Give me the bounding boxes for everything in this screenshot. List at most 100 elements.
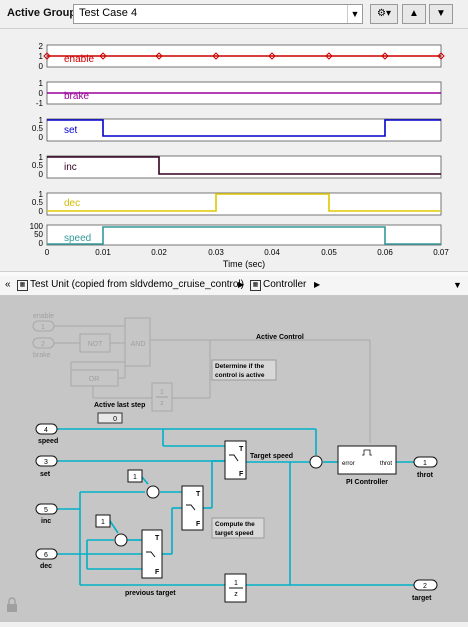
triangle-up-icon: ▲ <box>409 8 419 19</box>
determine-annotation-1: Determine if the <box>215 363 265 370</box>
active-group-value: Test Case 4 <box>79 7 138 19</box>
inport-speed[interactable]: 4 speed <box>35 423 58 445</box>
chevron-down-icon[interactable]: ▼ <box>347 5 362 23</box>
double-chevron-left-icon[interactable]: « <box>5 279 11 290</box>
triangle-down-icon: ▼ <box>436 8 446 19</box>
inport-enable[interactable]: 1 enable <box>32 313 55 332</box>
breadcrumb-child[interactable]: Controller <box>263 279 307 290</box>
dropdown-arrow-icon[interactable]: ▼ <box>453 280 462 290</box>
inport-dec[interactable]: 6 dec <box>35 548 58 570</box>
determine-note-box <box>211 359 277 381</box>
y-tick: 0 <box>39 239 44 248</box>
track-label-speed: speed <box>64 233 91 244</box>
breadcrumb: « ▦ Test Unit (copied from sldvdemo_crui… <box>0 276 468 296</box>
switch-t: T <box>239 446 244 453</box>
inport-brake[interactable]: 2 brake <box>32 337 55 359</box>
outport-target[interactable]: 2 target <box>412 579 438 602</box>
settings-button[interactable]: ⚙▾ <box>370 4 398 24</box>
unit-delay-block[interactable]: 1 z <box>224 573 247 603</box>
y-tick: 1 <box>39 116 44 125</box>
y-tick: 0 <box>39 207 44 216</box>
subsystem-icon: ▦ <box>17 280 28 291</box>
subsystem-icon: ▦ <box>250 280 261 291</box>
delay-den: z <box>234 591 238 598</box>
or-label: OR <box>89 376 100 383</box>
model-canvas[interactable]: NOT AND OR 1 z 1 enable 2 brake Active C… <box>0 296 468 622</box>
and-block[interactable]: AND <box>124 317 151 367</box>
switch-t: T <box>155 535 160 542</box>
move-down-button[interactable]: ▼ <box>429 4 453 24</box>
port-name: target <box>412 595 432 602</box>
compute-note-box <box>211 517 265 539</box>
sum-block-3[interactable] <box>309 455 323 469</box>
port-num: 2 <box>423 583 427 590</box>
track-label-set: set <box>64 125 78 136</box>
breadcrumb-root[interactable]: Test Unit (copied from sldvdemo_cruise_c… <box>30 279 244 290</box>
switch-t: T <box>196 491 201 498</box>
inport-set[interactable]: 3 set <box>35 455 58 478</box>
toolbar: Active Group: Test Case 4 ▼ ⚙▾ ▲ ▼ <box>0 0 468 29</box>
track-enable: enable 2 1 0 <box>39 42 445 71</box>
port-num: 2 <box>41 341 45 348</box>
switch-block-1[interactable]: T F <box>224 440 247 480</box>
port-name: inc <box>41 518 51 525</box>
track-label-dec: dec <box>64 198 80 209</box>
port-name: throt <box>417 472 434 479</box>
target-speed-annotation: Target speed <box>250 453 293 460</box>
splitter[interactable] <box>0 271 468 276</box>
y-tick: 1 <box>39 52 44 61</box>
port-name: dec <box>40 563 52 570</box>
not-label: NOT <box>88 341 104 348</box>
signal-plot-area: enable 2 1 0 brake 1 0 -1 set 1 0.5 0 in… <box>0 29 468 270</box>
constant-block-2[interactable]: 1 <box>95 514 111 528</box>
inport-inc[interactable]: 5 inc <box>35 503 58 525</box>
port-name: enable <box>33 313 54 320</box>
not-block[interactable]: NOT <box>79 333 111 353</box>
sum-block-1[interactable] <box>146 485 160 499</box>
port-num: 1 <box>41 324 45 331</box>
unit-delay-ghost[interactable]: 1 z <box>151 382 173 412</box>
y-tick: 1 <box>39 190 44 199</box>
active-last-step-annotation: Active last step <box>94 402 145 409</box>
y-tick: -1 <box>36 99 44 108</box>
y-tick: 1 <box>39 79 44 88</box>
constant-block-1[interactable]: 1 <box>127 469 143 483</box>
outport-throt[interactable]: 1 throt <box>413 456 438 479</box>
x-axis: 0 0.01 0.02 0.03 0.04 0.05 0.06 0.07 <box>45 248 450 257</box>
y-tick: 0 <box>39 133 44 142</box>
lock-icon[interactable] <box>7 597 17 612</box>
x-tick: 0.03 <box>208 248 224 257</box>
chevron-right-icon: ▶ <box>314 280 321 289</box>
delay-num: 1 <box>234 580 238 587</box>
switch-f: F <box>239 471 244 478</box>
signal-plots-svg: enable 2 1 0 brake 1 0 -1 set 1 0.5 0 in… <box>30 42 450 269</box>
x-tick: 0.07 <box>433 248 449 257</box>
display-block[interactable]: 0 <box>97 412 123 424</box>
or-block[interactable]: OR <box>70 369 119 387</box>
switch-f: F <box>155 569 160 576</box>
active-group-select[interactable]: Test Case 4 ▼ <box>73 4 363 24</box>
move-up-button[interactable]: ▲ <box>402 4 426 24</box>
y-tick: 0.5 <box>32 161 44 170</box>
model-diagram-svg: NOT AND OR 1 z 1 enable 2 brake Active C… <box>7 313 438 612</box>
x-tick: 0.04 <box>264 248 280 257</box>
y-tick: 0.5 <box>32 198 44 207</box>
track-label-inc: inc <box>64 162 77 173</box>
port-name: set <box>40 471 51 478</box>
delay-num: 1 <box>160 389 164 396</box>
y-tick: 0 <box>39 170 44 179</box>
switch-block-2[interactable]: T F <box>181 485 204 531</box>
pi-controller-block[interactable]: error throt PI Controller <box>337 445 397 486</box>
x-tick: 0 <box>45 248 50 257</box>
switch-block-3[interactable]: T F <box>141 529 163 579</box>
active-control-annotation: Active Control <box>256 334 304 341</box>
sum-block-2[interactable] <box>114 533 128 547</box>
display-value: 0 <box>113 416 117 423</box>
previous-target-annotation: previous target <box>125 590 176 597</box>
x-tick: 0.05 <box>321 248 337 257</box>
chevron-right-icon: ▶ <box>238 280 245 289</box>
port-num: 5 <box>44 507 48 514</box>
gear-icon: ⚙▾ <box>377 8 391 19</box>
constant-value: 1 <box>101 519 105 526</box>
x-axis-label: Time (sec) <box>223 259 265 269</box>
